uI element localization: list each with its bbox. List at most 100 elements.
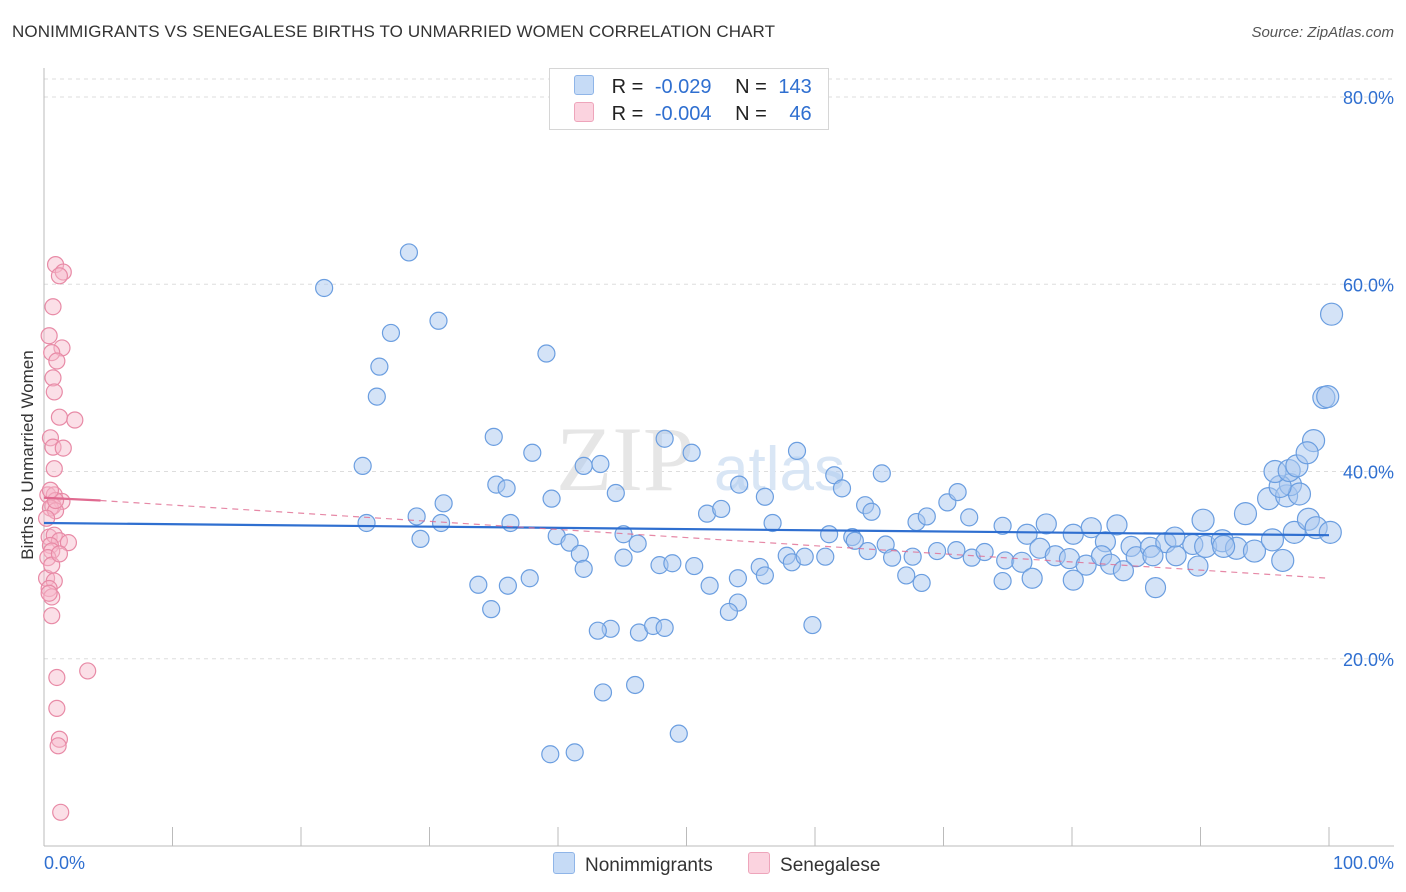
nonimmigrants-point	[407, 507, 426, 526]
nonimmigrants-point	[434, 494, 453, 513]
nonimmigrants-point	[1233, 502, 1258, 526]
nonimmigrants-point	[482, 600, 501, 619]
y-tick-label: 80.0%	[1343, 88, 1394, 108]
nonimmigrants-point	[719, 602, 739, 622]
legend-swatch-blue	[574, 75, 594, 95]
series-name: Senegalese	[780, 855, 881, 876]
nonimmigrants-point	[655, 429, 674, 448]
nonimmigrants-point	[763, 513, 782, 533]
nonimmigrants-point	[1187, 555, 1209, 577]
nonimmigrants-point	[353, 456, 372, 475]
nonimmigrants-trend-line	[43, 521, 1330, 537]
nonimmigrants-point	[682, 443, 701, 462]
legend-n-value: 143	[778, 76, 812, 98]
nonimmigrants-point	[803, 615, 822, 635]
nonimmigrants-point	[728, 569, 748, 588]
nonimmigrants-point	[927, 541, 947, 561]
senegalese-point	[40, 327, 58, 345]
y-tick-label: 60.0%	[1343, 275, 1394, 295]
nonimmigrants-point	[381, 323, 401, 343]
nonimmigrants-point	[1212, 534, 1236, 559]
x-tick-label: 100.0%	[1333, 853, 1394, 873]
nonimmigrants-point	[996, 551, 1015, 570]
senegalese-point	[50, 545, 69, 563]
nonimmigrants-point	[570, 544, 589, 563]
series-swatch-blue	[553, 852, 575, 874]
nonimmigrants-point	[663, 554, 682, 573]
chart-title: NONIMMIGRANTS VS SENEGALESE BIRTHS TO UN…	[12, 22, 776, 41]
series-legend-senegalese[interactable]: Senegalese	[748, 852, 880, 877]
y-axis-label: Births to Unmarried Women	[18, 350, 37, 560]
nonimmigrants-point	[655, 618, 674, 637]
senegalese-point	[41, 481, 60, 499]
x-tick-label: 0.0%	[44, 853, 85, 873]
nonimmigrants-point	[542, 489, 561, 508]
nonimmigrants-point	[574, 456, 593, 475]
nonimmigrants-point	[497, 479, 516, 498]
series-swatch-pink	[748, 852, 771, 874]
senegalese-point	[45, 460, 63, 478]
trend-lines	[43, 496, 1330, 579]
senegalese-point	[45, 383, 63, 401]
watermark-zip: ZIP	[556, 408, 694, 510]
nonimmigrants-point	[370, 357, 389, 376]
nonimmigrants-point	[993, 571, 1012, 591]
nonimmigrants-point	[1062, 569, 1084, 591]
nonimmigrants-point	[523, 443, 542, 462]
tick-labels: 20.0% 40.0% 60.0% 80.0% 0.0% 100.0%	[44, 88, 1394, 873]
senegalese-trend-line	[43, 496, 101, 502]
nonimmigrants-point	[1295, 441, 1319, 465]
y-tick-label: 40.0%	[1343, 463, 1394, 483]
nonimmigrants-point	[1106, 514, 1128, 536]
nonimmigrants-point	[399, 243, 419, 262]
nonimmigrants-point	[1016, 523, 1038, 545]
series-legend-nonimmigrants[interactable]: Nonimmigrants	[553, 852, 713, 877]
nonimmigrants-point	[993, 516, 1012, 535]
nonimmigrants-point	[1191, 508, 1215, 532]
nonimmigrants-point	[1242, 539, 1267, 563]
nonimmigrants-point	[1112, 560, 1135, 582]
nonimmigrants-point	[1021, 567, 1043, 589]
nonimmigrants-point	[520, 569, 539, 588]
nonimmigrants-point	[606, 483, 625, 503]
senegalese-point	[48, 699, 66, 717]
nonimmigrants-point	[591, 454, 610, 474]
axes	[43, 68, 1394, 847]
nonimmigrants-point	[903, 547, 922, 566]
senegalese-point	[49, 737, 67, 755]
nonimmigrants-point	[795, 547, 814, 566]
nonimmigrants-point	[862, 502, 881, 521]
nonimmigrants-point	[469, 575, 488, 594]
senegalese-point	[79, 662, 97, 680]
nonimmigrants-point	[625, 675, 645, 695]
y-tick-label: 20.0%	[1343, 650, 1394, 670]
nonimmigrants-point	[1062, 523, 1084, 545]
nonimmigrants-point	[565, 743, 584, 762]
senegalese-point	[43, 343, 61, 362]
nonimmigrants-point	[816, 547, 835, 566]
nonimmigrants-point	[411, 529, 430, 549]
nonimmigrants-point	[947, 541, 966, 560]
legend-r-value: -0.029	[654, 76, 712, 98]
senegalese-point	[46, 491, 65, 510]
legend-r-value: -0.004	[654, 103, 712, 125]
nonimmigrants-point	[541, 745, 560, 764]
senegalese-point	[50, 730, 69, 748]
nonimmigrants-point	[712, 499, 731, 519]
senegalese-point	[54, 439, 72, 457]
nonimmigrants-point	[975, 542, 994, 562]
nonimmigrants-point	[429, 311, 448, 330]
legend-n-label: N =	[735, 76, 767, 98]
legend-row-nonimmigrants: R = -0.029 N = 143	[574, 75, 812, 99]
senegalese-point	[50, 267, 69, 285]
senegalese-point	[44, 369, 62, 387]
nonimmigrants-point	[912, 573, 931, 593]
senegalese-point	[52, 803, 70, 821]
nonimmigrants-point	[685, 556, 704, 576]
nonimmigrants-point	[1144, 576, 1167, 599]
watermark-atlas: atlas	[714, 435, 845, 504]
nonimmigrants-point	[755, 566, 774, 585]
nonimmigrants-point	[897, 566, 916, 585]
nonimmigrants-point	[1011, 551, 1033, 573]
